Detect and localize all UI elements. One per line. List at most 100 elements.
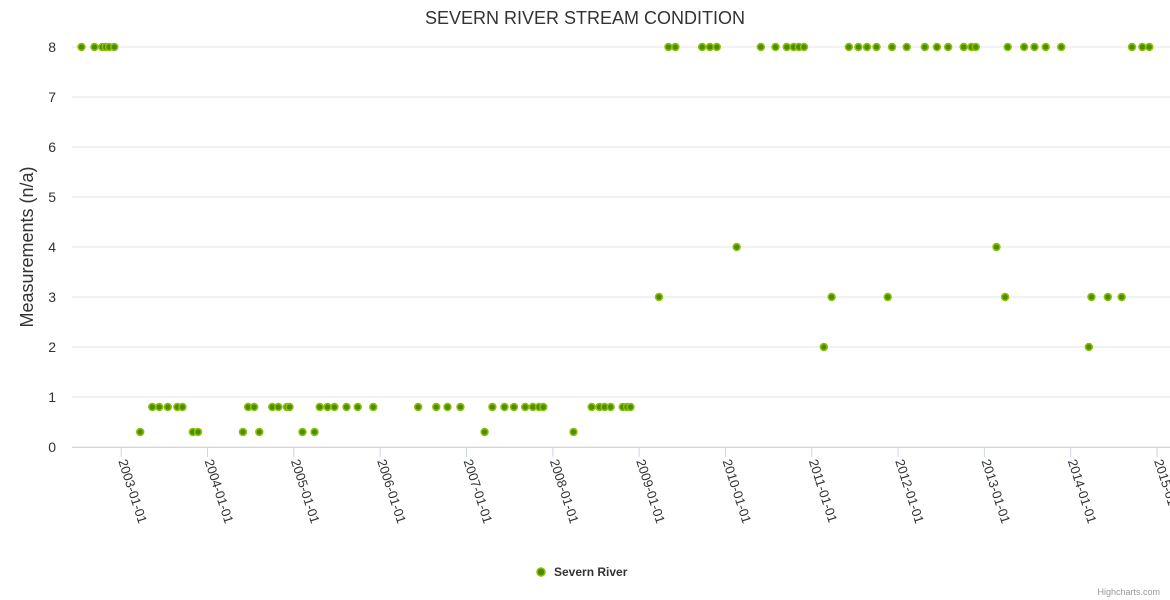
- x-tick-label: 2011-01-01: [806, 457, 841, 524]
- x-tick-label: 2012-01-01: [892, 457, 927, 525]
- data-point[interactable]: [771, 42, 780, 52]
- data-point[interactable]: [456, 402, 465, 412]
- data-point[interactable]: [606, 402, 615, 412]
- data-point[interactable]: [90, 42, 99, 52]
- x-tick-label: 2006-01-01: [374, 457, 409, 525]
- data-point[interactable]: [756, 42, 766, 52]
- y-tick-label: 7: [48, 89, 56, 105]
- data-point[interactable]: [310, 427, 319, 437]
- data-point[interactable]: [971, 42, 980, 52]
- data-point[interactable]: [569, 427, 578, 437]
- data-point[interactable]: [178, 402, 187, 412]
- data-point[interactable]: [369, 402, 378, 412]
- data-point[interactable]: [932, 42, 942, 52]
- data-point[interactable]: [330, 402, 339, 412]
- x-tick-label: 2008-01-01: [547, 457, 582, 525]
- data-point[interactable]: [353, 402, 362, 412]
- data-point[interactable]: [539, 402, 548, 412]
- data-point[interactable]: [883, 292, 892, 302]
- x-tick-label: 2003-01-01: [115, 457, 150, 525]
- data-point[interactable]: [782, 42, 791, 52]
- data-point[interactable]: [1138, 42, 1147, 52]
- data-point[interactable]: [193, 427, 203, 437]
- data-point[interactable]: [1003, 42, 1012, 52]
- data-point[interactable]: [1030, 42, 1039, 52]
- data-point[interactable]: [626, 402, 635, 412]
- data-point[interactable]: [77, 42, 86, 52]
- data-point[interactable]: [480, 427, 489, 437]
- legend-marker: [536, 567, 546, 577]
- y-tick-label: 6: [48, 139, 56, 155]
- data-point[interactable]: [920, 42, 930, 52]
- data-point[interactable]: [249, 402, 259, 412]
- legend-label: Severn River: [554, 565, 628, 579]
- data-point[interactable]: [654, 292, 664, 302]
- data-point[interactable]: [697, 42, 707, 52]
- data-point[interactable]: [509, 402, 519, 412]
- data-point[interactable]: [671, 42, 680, 52]
- data-point[interactable]: [872, 42, 881, 52]
- y-tick-label: 1: [48, 389, 56, 405]
- data-point[interactable]: [520, 402, 530, 412]
- data-point[interactable]: [799, 42, 809, 52]
- data-point[interactable]: [274, 402, 283, 412]
- data-point[interactable]: [1057, 42, 1066, 52]
- data-point[interactable]: [587, 402, 596, 412]
- data-point[interactable]: [255, 427, 264, 437]
- data-point[interactable]: [110, 42, 119, 52]
- data-point[interactable]: [413, 402, 423, 412]
- data-point[interactable]: [285, 402, 294, 412]
- data-point[interactable]: [1019, 42, 1029, 52]
- data-point[interactable]: [902, 42, 911, 52]
- data-point[interactable]: [732, 242, 741, 252]
- y-axis-label: Measurements (n/a): [17, 166, 37, 327]
- data-point[interactable]: [500, 402, 509, 412]
- x-tick-label: 2005-01-01: [288, 457, 323, 525]
- data-point[interactable]: [238, 427, 248, 437]
- data-point[interactable]: [1084, 342, 1094, 352]
- credits-link[interactable]: Highcharts.com: [1097, 587, 1160, 597]
- data-point[interactable]: [1127, 42, 1137, 52]
- x-tick-label: 2007-01-01: [461, 457, 496, 525]
- data-point[interactable]: [1145, 42, 1154, 52]
- data-point[interactable]: [819, 342, 829, 352]
- data-point[interactable]: [827, 292, 836, 302]
- data-point[interactable]: [1041, 42, 1050, 52]
- data-point[interactable]: [862, 42, 872, 52]
- data-point[interactable]: [342, 402, 351, 412]
- data-point[interactable]: [298, 427, 307, 437]
- y-tick-label: 8: [48, 39, 56, 55]
- data-point[interactable]: [943, 42, 953, 52]
- chart-title: SEVERN RIVER STREAM CONDITION: [425, 8, 745, 28]
- data-point[interactable]: [163, 402, 173, 412]
- data-point[interactable]: [443, 402, 452, 412]
- data-point[interactable]: [154, 402, 164, 412]
- y-tick-label: 2: [48, 339, 56, 355]
- data-point[interactable]: [705, 42, 715, 52]
- data-point[interactable]: [1000, 292, 1010, 302]
- y-tick-label: 4: [48, 239, 56, 255]
- y-tick-label: 3: [48, 289, 56, 305]
- data-point[interactable]: [664, 42, 673, 52]
- data-point[interactable]: [712, 42, 722, 52]
- data-point[interactable]: [854, 42, 863, 52]
- x-tick-label: 2004-01-01: [202, 457, 237, 525]
- y-tick-label: 0: [48, 439, 56, 455]
- data-point[interactable]: [887, 42, 897, 52]
- data-point[interactable]: [148, 402, 157, 412]
- data-point[interactable]: [323, 402, 332, 412]
- data-point[interactable]: [432, 402, 441, 412]
- data-point[interactable]: [135, 427, 145, 437]
- data-point[interactable]: [959, 42, 968, 52]
- data-point[interactable]: [1087, 292, 1096, 302]
- legend-item-severn-river[interactable]: Severn River: [536, 565, 628, 579]
- y-tick-label: 5: [48, 189, 56, 205]
- data-point[interactable]: [488, 402, 497, 412]
- data-point[interactable]: [844, 42, 854, 52]
- data-point[interactable]: [1117, 292, 1126, 302]
- x-tick-label: 2014-01-01: [1065, 457, 1100, 525]
- data-point[interactable]: [992, 242, 1001, 252]
- data-point[interactable]: [315, 402, 324, 412]
- data-point[interactable]: [1103, 292, 1113, 302]
